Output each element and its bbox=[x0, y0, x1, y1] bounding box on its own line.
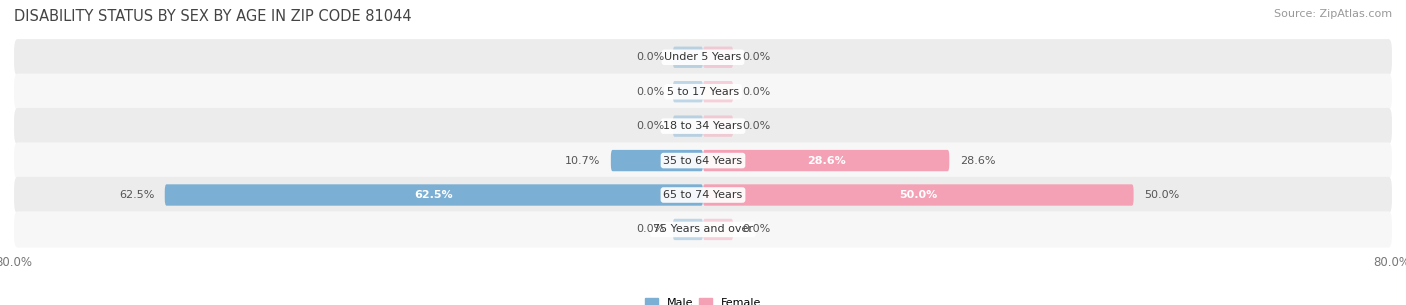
FancyBboxPatch shape bbox=[14, 74, 1392, 110]
Text: 75 Years and over: 75 Years and over bbox=[652, 224, 754, 235]
FancyBboxPatch shape bbox=[14, 177, 1392, 213]
Text: 0.0%: 0.0% bbox=[636, 87, 664, 97]
Text: 0.0%: 0.0% bbox=[636, 52, 664, 62]
FancyBboxPatch shape bbox=[703, 47, 733, 68]
Text: 18 to 34 Years: 18 to 34 Years bbox=[664, 121, 742, 131]
FancyBboxPatch shape bbox=[703, 81, 733, 102]
Text: 0.0%: 0.0% bbox=[742, 224, 770, 235]
FancyBboxPatch shape bbox=[673, 116, 703, 137]
Text: 62.5%: 62.5% bbox=[415, 190, 453, 200]
FancyBboxPatch shape bbox=[14, 142, 1392, 179]
FancyBboxPatch shape bbox=[610, 150, 703, 171]
Text: 50.0%: 50.0% bbox=[900, 190, 938, 200]
Legend: Male, Female: Male, Female bbox=[640, 293, 766, 305]
Text: 10.7%: 10.7% bbox=[565, 156, 600, 166]
FancyBboxPatch shape bbox=[14, 211, 1392, 248]
FancyBboxPatch shape bbox=[703, 184, 1133, 206]
Text: 50.0%: 50.0% bbox=[1144, 190, 1180, 200]
FancyBboxPatch shape bbox=[165, 184, 703, 206]
Text: 0.0%: 0.0% bbox=[636, 121, 664, 131]
Text: 0.0%: 0.0% bbox=[742, 121, 770, 131]
Text: 28.6%: 28.6% bbox=[807, 156, 845, 166]
FancyBboxPatch shape bbox=[673, 47, 703, 68]
Text: 5 to 17 Years: 5 to 17 Years bbox=[666, 87, 740, 97]
Text: 65 to 74 Years: 65 to 74 Years bbox=[664, 190, 742, 200]
FancyBboxPatch shape bbox=[673, 219, 703, 240]
Text: 0.0%: 0.0% bbox=[742, 52, 770, 62]
Text: 35 to 64 Years: 35 to 64 Years bbox=[664, 156, 742, 166]
Text: DISABILITY STATUS BY SEX BY AGE IN ZIP CODE 81044: DISABILITY STATUS BY SEX BY AGE IN ZIP C… bbox=[14, 9, 412, 24]
Text: Under 5 Years: Under 5 Years bbox=[665, 52, 741, 62]
Text: 0.0%: 0.0% bbox=[636, 224, 664, 235]
FancyBboxPatch shape bbox=[14, 108, 1392, 144]
Text: 62.5%: 62.5% bbox=[120, 190, 155, 200]
Text: 28.6%: 28.6% bbox=[960, 156, 995, 166]
FancyBboxPatch shape bbox=[703, 116, 733, 137]
FancyBboxPatch shape bbox=[703, 219, 733, 240]
FancyBboxPatch shape bbox=[14, 39, 1392, 75]
Text: 0.0%: 0.0% bbox=[742, 87, 770, 97]
FancyBboxPatch shape bbox=[673, 81, 703, 102]
Text: Source: ZipAtlas.com: Source: ZipAtlas.com bbox=[1274, 9, 1392, 19]
FancyBboxPatch shape bbox=[703, 150, 949, 171]
